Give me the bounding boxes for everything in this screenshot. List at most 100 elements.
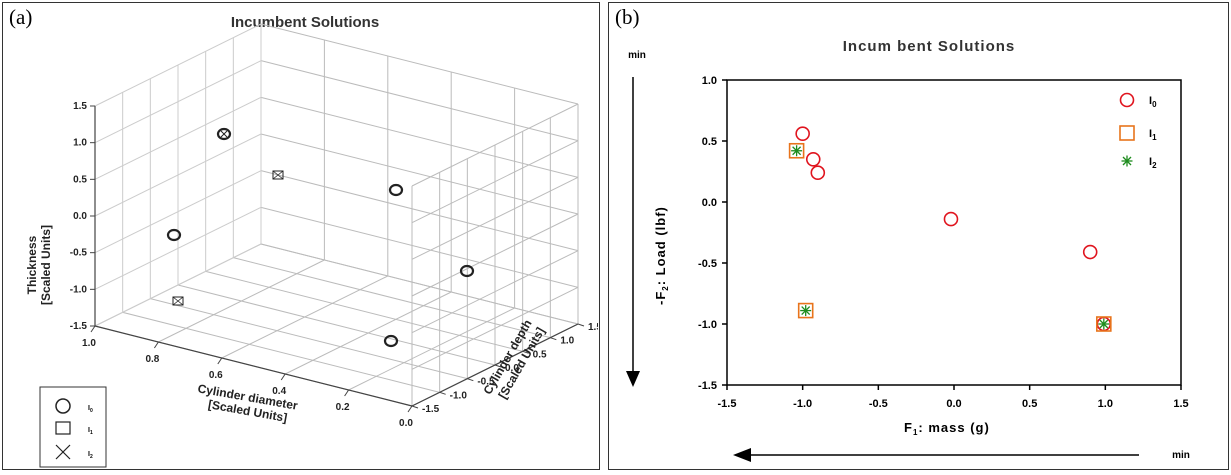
y-tick [522,350,529,354]
legend-label: I1 [1149,128,1157,142]
panel-b: (b) Incum bent Solutions -1.5 -1.0 -0.5 0.0 0… [608,2,1229,470]
grid-line [260,60,579,142]
z-tick-label: -0.5 [70,248,88,259]
legend-label: I2 [88,451,93,460]
point-i0 [383,334,399,348]
y-tick-label: -0.5 [477,377,495,388]
x-tick-label: 0.6 [209,370,223,381]
min-label-top: min [628,50,646,61]
min-arrowhead-vertical [626,371,640,387]
x-tick-label: -0.5 [869,398,888,410]
grid-line [411,213,579,297]
y-tick-label: 0.5 [533,349,547,360]
legend-marker-x [55,444,71,460]
legend-label: I2 [1149,156,1157,170]
point-i0 [795,126,810,141]
x-tick-label: 1.0 [1098,398,1113,410]
point-i0 [1082,244,1098,260]
grid-line [94,133,262,217]
x-axis-label: F1: mass (g) [904,420,990,437]
panel-label-a: (a) [9,5,33,29]
y-tick-label: 1.5 [588,322,598,333]
chart-title: Incum bent Solutions [843,38,1016,55]
chart-2d-scatter: Incum bent Solutions -1.5 -1.0 -0.5 0.0 0.5 1.… [626,38,1190,462]
point-i0 [166,228,182,242]
point-i1 [1096,316,1112,332]
legend-marker-square [55,421,71,435]
y-tick-label: 1.0 [560,336,574,347]
y-tick-label: 0.0 [702,197,717,209]
min-arrowhead-horizontal [733,448,751,462]
grid-line [411,140,579,224]
x-axis-line [94,325,413,407]
z-tick-label: 0.5 [73,174,87,185]
y-tick [494,364,502,368]
y-tick [439,391,446,395]
x-tick [153,341,159,349]
x-tick [217,357,223,365]
z-tick-label: 1.5 [73,101,87,112]
min-label-bottom: min [1172,450,1190,461]
x-tick-label: 0.5 [1022,398,1037,410]
x-tick-label: -1.5 [718,398,737,410]
grid-line [150,298,468,380]
legend: I0 I1 I2 [39,386,107,468]
grid-line [260,23,579,105]
point-i1-cross [272,170,284,180]
legend-marker-square [1119,125,1135,141]
point-i1 [788,142,805,159]
x-tick-label: 0.4 [272,386,286,397]
grid-line [411,250,579,334]
z-tick-label: 1.0 [73,138,87,149]
grid-line [260,133,579,215]
x-tick [407,405,413,413]
point-i0 [459,264,475,278]
point-i2 [792,146,802,156]
point-i1 [172,296,184,306]
y-tick-label: -0.5 [698,258,717,270]
z-tick-label: 0.0 [73,211,87,222]
grid-line [260,96,579,178]
grid-line [205,270,523,352]
legend-label: I0 [1149,95,1157,109]
legend-label: I1 [88,427,93,436]
y-tick-label: 0.5 [702,136,717,148]
grid-line [94,243,262,327]
x-tick-label: 0.8 [145,354,159,365]
z-axis-label: Thickness [25,235,39,294]
grid-line [260,243,579,325]
point-i1-cross [172,296,184,306]
panel-label-b: (b) [615,5,640,29]
y-tick [467,378,474,382]
y-tick-label: 1.0 [702,75,717,87]
grid-line [94,23,262,107]
y-tick [411,405,419,409]
panel-a: (a) Incumbent Solutions 1.5 1.0 0.5 0.0 -0.5-… [2,2,600,470]
grid-line [411,103,579,187]
z-tick-label: -1.0 [70,284,88,295]
grid-line [233,257,551,339]
point-i1 [797,302,814,319]
point-i0 [810,165,826,181]
grid-line [122,311,440,393]
point-i2 [220,130,228,138]
x-tick-label: 1.5 [1173,398,1188,410]
x-tick-label: 1.0 [82,338,96,349]
grid-line [411,286,579,370]
y-tick-label: -1.5 [422,404,440,415]
legend-marker-star [1122,156,1132,166]
legend-box [39,386,107,468]
legend-marker-circle [55,398,71,414]
grid-line [260,170,579,252]
grid-line [94,60,262,144]
x-tick [280,373,286,381]
y-tick [550,337,557,341]
x-tick-label: -1.0 [793,398,812,410]
x-tick-label: 0.0 [399,418,413,429]
grid-line [94,206,262,290]
point-i0 [388,183,404,197]
grid-line [94,170,262,254]
x-tick-label: 0.0 [946,398,961,410]
legend-label: I0 [88,405,93,414]
y-tick-label: -1.0 [698,319,717,331]
